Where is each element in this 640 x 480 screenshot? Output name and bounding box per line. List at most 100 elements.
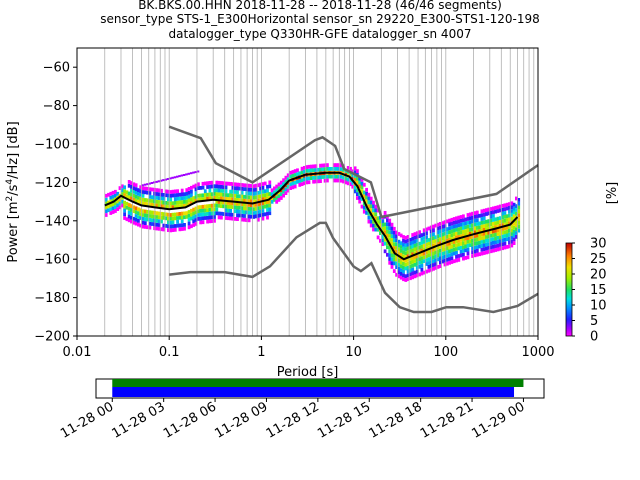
heatmap-cell	[443, 262, 447, 267]
heatmap-cell	[448, 230, 451, 234]
heatmap-cell	[139, 193, 143, 197]
heatmap-cell	[462, 256, 465, 261]
heatmap-cell	[455, 220, 458, 224]
heatmap-cell	[501, 223, 504, 227]
heatmap-cell	[173, 227, 177, 232]
heatmap-cell	[392, 230, 396, 235]
heatmap-cell	[390, 226, 394, 231]
heatmap-cell	[515, 231, 518, 235]
heatmap-cell	[404, 258, 408, 263]
heatmap-cell	[160, 188, 163, 193]
heatmap-cell	[459, 215, 463, 219]
heatmap-cell	[243, 187, 246, 191]
heatmap-cell	[459, 253, 463, 258]
heatmap-cell	[388, 230, 392, 234]
heatmap-cell	[238, 182, 242, 187]
heatmap-cell	[482, 247, 486, 251]
heatmap-cell	[503, 230, 507, 235]
heatmap-cell	[448, 222, 451, 227]
heatmap-cell	[492, 206, 495, 211]
heatmap-cell	[471, 234, 474, 239]
heatmap-cell	[386, 226, 389, 230]
heatmap-cell	[180, 200, 184, 204]
heatmap-cell	[494, 217, 498, 222]
heatmap-cell	[171, 189, 175, 194]
heatmap-cell	[277, 186, 281, 191]
heatmap-cell	[173, 201, 177, 205]
heatmap-cell	[399, 260, 403, 265]
heatmap-cell	[450, 248, 454, 253]
heatmap-cell	[339, 163, 343, 168]
heatmap-cell	[286, 188, 290, 193]
heatmap-cell	[208, 219, 212, 224]
heatmap-cell	[356, 196, 359, 200]
heatmap-cell	[432, 240, 435, 244]
heatmap-cell	[427, 257, 431, 262]
heatmap-cell	[427, 253, 431, 258]
heatmap-cell	[360, 177, 364, 182]
time-tick-label: 11-29 00	[469, 399, 527, 441]
heatmap-cell	[434, 223, 438, 228]
heatmap-cell	[309, 168, 313, 173]
heatmap-cell	[284, 179, 288, 184]
heatmap-cell	[344, 176, 348, 181]
coverage-bars	[112, 379, 524, 397]
heatmap-cell	[208, 207, 212, 212]
heatmap-cell	[462, 222, 465, 226]
heatmap-cell	[187, 217, 191, 222]
heatmap-cell	[206, 185, 209, 189]
heatmap-cell	[386, 218, 389, 223]
heatmap-cell	[365, 195, 368, 200]
heatmap-cell	[178, 196, 182, 201]
heatmap-cell	[415, 242, 419, 247]
heatmap-cell	[503, 207, 507, 211]
heatmap-cell	[441, 248, 445, 252]
heatmap-cell	[236, 194, 239, 198]
heatmap-cell	[107, 204, 110, 209]
coverage-bar	[112, 379, 524, 387]
heatmap-cell	[303, 166, 306, 170]
heatmap-cell	[415, 258, 419, 262]
heatmap-cell	[171, 216, 175, 221]
heatmap-cell	[208, 188, 212, 193]
time-tick-label: 11-28 15	[315, 399, 373, 441]
heatmap-cell	[386, 245, 389, 250]
heatmap-cell	[432, 232, 435, 237]
heatmap-cell	[323, 174, 327, 179]
heatmap-cell	[471, 254, 474, 258]
heatmap-cell	[505, 202, 509, 207]
heatmap-cell	[171, 224, 175, 229]
heatmap-cell	[482, 220, 486, 225]
heatmap-cell	[224, 181, 228, 186]
heatmap-cell	[194, 191, 198, 195]
heatmap-cell	[457, 246, 461, 251]
heatmap-cell	[482, 228, 486, 232]
heatmap-cell	[379, 219, 382, 224]
heatmap-cell	[231, 216, 235, 221]
heatmap-cell	[314, 175, 318, 180]
heatmap-cell	[134, 221, 138, 226]
heatmap-cell	[291, 181, 295, 186]
time-tick-label: 11-28 03	[110, 399, 168, 441]
heatmap-cell	[496, 205, 500, 210]
heatmap-cell	[512, 229, 516, 234]
heatmap-cell	[399, 272, 403, 276]
heatmap-cell	[485, 208, 488, 212]
heatmap-cell	[282, 193, 285, 198]
heatmap-cell	[434, 242, 438, 247]
heatmap-cell	[492, 221, 495, 226]
heatmap-cell	[498, 223, 502, 228]
heatmap-cell	[482, 235, 486, 240]
heatmap-cell	[305, 169, 309, 173]
heatmap-cell	[289, 170, 292, 175]
heatmap-cell	[224, 204, 228, 209]
heatmap-cell	[388, 226, 392, 231]
heatmap-cell	[279, 184, 283, 189]
heatmap-cell	[130, 208, 133, 212]
heatmap-cell	[390, 234, 394, 239]
heatmap-cell	[496, 232, 500, 236]
heatmap-cell	[316, 179, 320, 184]
heatmap-cell	[109, 211, 113, 215]
heatmap-cell	[171, 193, 175, 198]
heatmap-cell	[132, 190, 136, 194]
